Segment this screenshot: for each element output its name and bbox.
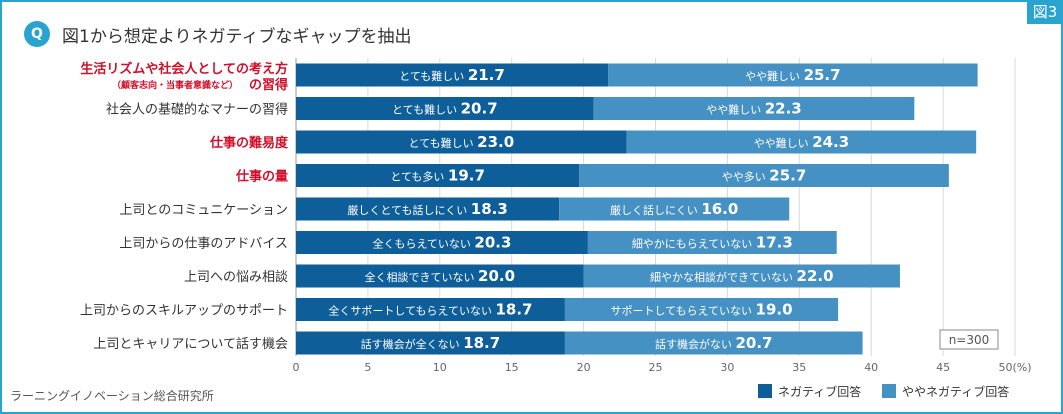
legend-label: ネガティブ回答 <box>778 384 861 399</box>
legend-swatch <box>758 384 772 398</box>
bar-negative <box>296 97 594 120</box>
bar-label-somewhat-negative: 細やかにもらえていない 17.3 <box>632 234 793 252</box>
bar-negative <box>296 164 580 187</box>
category-label: 上司とのコミュニケーション <box>119 203 288 218</box>
bar-label-negative: 全くサポートしてもらえていない 18.7 <box>328 301 532 319</box>
category-label: 上司からのスキルアップのサポート <box>80 304 288 319</box>
x-tick-label: 0 <box>293 361 300 374</box>
x-tick-label: 45 <box>936 361 950 374</box>
chart-title: 図1から想定よりネガティブなギャップを抽出 <box>62 27 412 47</box>
source-credit: ラーニングイノベーション総合研究所 <box>10 389 214 403</box>
bar-label-negative: とても多い 19.7 <box>390 167 485 185</box>
bar-somewhat-negative <box>564 298 839 321</box>
category-label: 上司への悩み相談 <box>184 269 288 285</box>
bar-negative <box>296 63 609 87</box>
bar-label-somewhat-negative: やや難しい 25.7 <box>745 66 841 84</box>
x-tick-label: 50(%) <box>998 361 1031 374</box>
bar-negative <box>296 331 565 355</box>
x-tick-label: 10 <box>433 361 447 374</box>
bar-label-negative: とても難しい 23.0 <box>409 133 515 151</box>
bar-label-negative: 厳しくとても話しにくい 18.3 <box>347 200 507 218</box>
bar-label-negative: 話す機会が全くない 18.7 <box>361 334 501 352</box>
bar-somewhat-negative <box>626 130 977 154</box>
x-tick-label: 15 <box>505 361 519 374</box>
bar-somewhat-negative <box>593 97 915 120</box>
bar-somewhat-negative <box>559 197 790 221</box>
category-label-suffix: の習得 <box>249 77 288 93</box>
bar-somewhat-negative <box>587 231 837 254</box>
sample-size-box <box>939 329 999 350</box>
bar-label-somewhat-negative: やや難しい 24.3 <box>754 133 850 151</box>
bar-label-negative: 全くもらえていない 20.3 <box>372 234 511 252</box>
figure-label: 図3 <box>1027 0 1063 24</box>
bar-negative <box>296 231 588 254</box>
bar-label-somewhat-negative: やや多い 25.7 <box>722 167 807 185</box>
legend-swatch <box>882 384 896 398</box>
category-sub-label: （顧客志向・当事者意識など） <box>112 79 238 91</box>
x-tick-label: 20 <box>577 361 591 374</box>
category-label: 仕事の難易度 <box>209 135 289 151</box>
bar-label-somewhat-negative: 厳しく話しにくい 16.0 <box>610 200 738 218</box>
x-tick-label: 40 <box>864 361 878 374</box>
category-label: 上司からの仕事のアドバイス <box>119 237 288 252</box>
bar-somewhat-negative <box>579 164 949 187</box>
bar-negative <box>296 264 584 288</box>
bar-label-somewhat-negative: サポートしてもらえていない 19.0 <box>610 301 792 319</box>
bar-negative <box>296 197 560 221</box>
x-tick-label: 35 <box>792 361 806 374</box>
x-tick-label: 5 <box>364 361 371 374</box>
sample-size: n=300 <box>949 333 990 347</box>
x-tick-label: 25 <box>649 361 663 374</box>
x-tick-label: 30 <box>720 361 734 374</box>
bar-negative <box>296 130 627 154</box>
category-label: 社会人の基礎的なマナーの習得 <box>106 102 288 118</box>
category-label: 仕事の量 <box>235 169 288 185</box>
category-label: 生活リズムや社会人としての考え方 <box>80 61 288 77</box>
legend-label: ややネガティブ回答 <box>902 384 1009 399</box>
question-badge: Q <box>24 21 50 47</box>
bar-label-negative: 全く相談できていない 20.0 <box>365 267 516 285</box>
bar-label-negative: とても難しい 20.7 <box>392 100 498 118</box>
bar-label-somewhat-negative: 細やかな相談ができていない 22.0 <box>650 267 834 285</box>
bar-somewhat-negative <box>564 331 863 355</box>
bar-somewhat-negative <box>583 264 900 288</box>
bar-negative <box>296 298 565 321</box>
bar-label-negative: とても難しい 21.7 <box>399 66 505 84</box>
bar-label-somewhat-negative: 話す機会がない 20.7 <box>655 334 773 352</box>
bar-somewhat-negative <box>608 63 978 87</box>
bar-label-somewhat-negative: やや難しい 22.3 <box>706 100 802 118</box>
category-label: 上司とキャリアについて話す機会 <box>93 336 288 352</box>
